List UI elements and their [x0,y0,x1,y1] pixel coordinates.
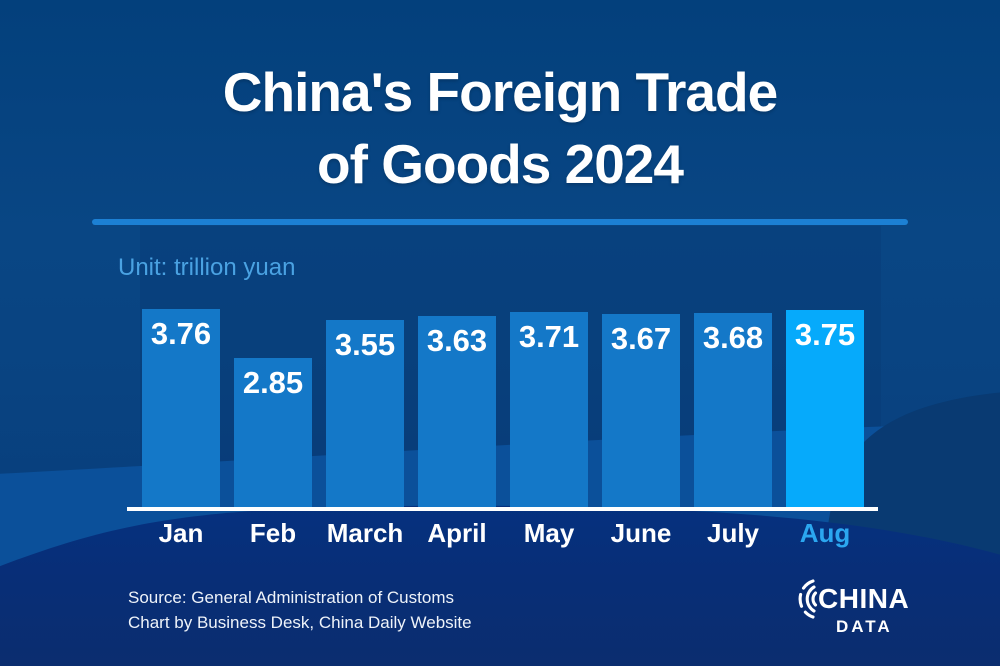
signal-arcs-icon [798,579,818,619]
unit-label: Unit: trillion yuan [118,254,296,281]
source-note: Source: General Administration of Custom… [128,585,472,635]
month-label-july: July [706,518,760,548]
x-axis-line [127,507,878,511]
bar-value-label: 3.67 [610,321,672,356]
bar-july: 3.68 [694,313,772,510]
bar-value-label: 3.63 [426,323,488,358]
bar-value-label: 2.85 [242,365,304,400]
bar-value-label: 3.71 [518,319,580,354]
bar-feb: 2.85 [234,358,312,510]
month-label-june: June [610,518,672,548]
page-title-line1: China's Foreign Trade [222,61,778,123]
bar-aug: 3.75 [786,310,864,510]
source-line2: Chart by Business Desk, China Daily Webs… [128,613,472,632]
bar-june: 3.67 [602,314,680,510]
bar-jan: 3.76 [142,309,220,510]
title-divider-line [92,219,908,225]
china-data-logo: CHINA DATA [792,577,932,637]
page-title-line2: of Goods 2024 [317,133,684,195]
month-label-april: April [427,518,487,548]
bar-value-label: 3.76 [150,316,212,351]
bar-march: 3.55 [326,320,404,510]
bar-value-label: 3.55 [334,327,396,362]
bar-value-label: 3.68 [702,320,764,355]
bar-may: 3.71 [510,312,588,510]
month-label-jan: Jan [158,518,204,548]
source-line1: Source: General Administration of Custom… [128,588,454,607]
background-bottom-hill [0,505,1000,666]
month-label-aug: Aug [799,518,851,548]
month-label-feb: Feb [249,518,297,548]
month-label-may: May [523,518,575,548]
bar-value-label: 3.75 [794,317,856,352]
bar-april: 3.63 [418,316,496,510]
month-label-march: March [326,518,404,548]
page-title: China's Foreign Trade of Goods 2024 [0,56,1000,200]
logo-text-china: CHINA [818,583,910,614]
logo-text-data: DATA [836,617,893,636]
